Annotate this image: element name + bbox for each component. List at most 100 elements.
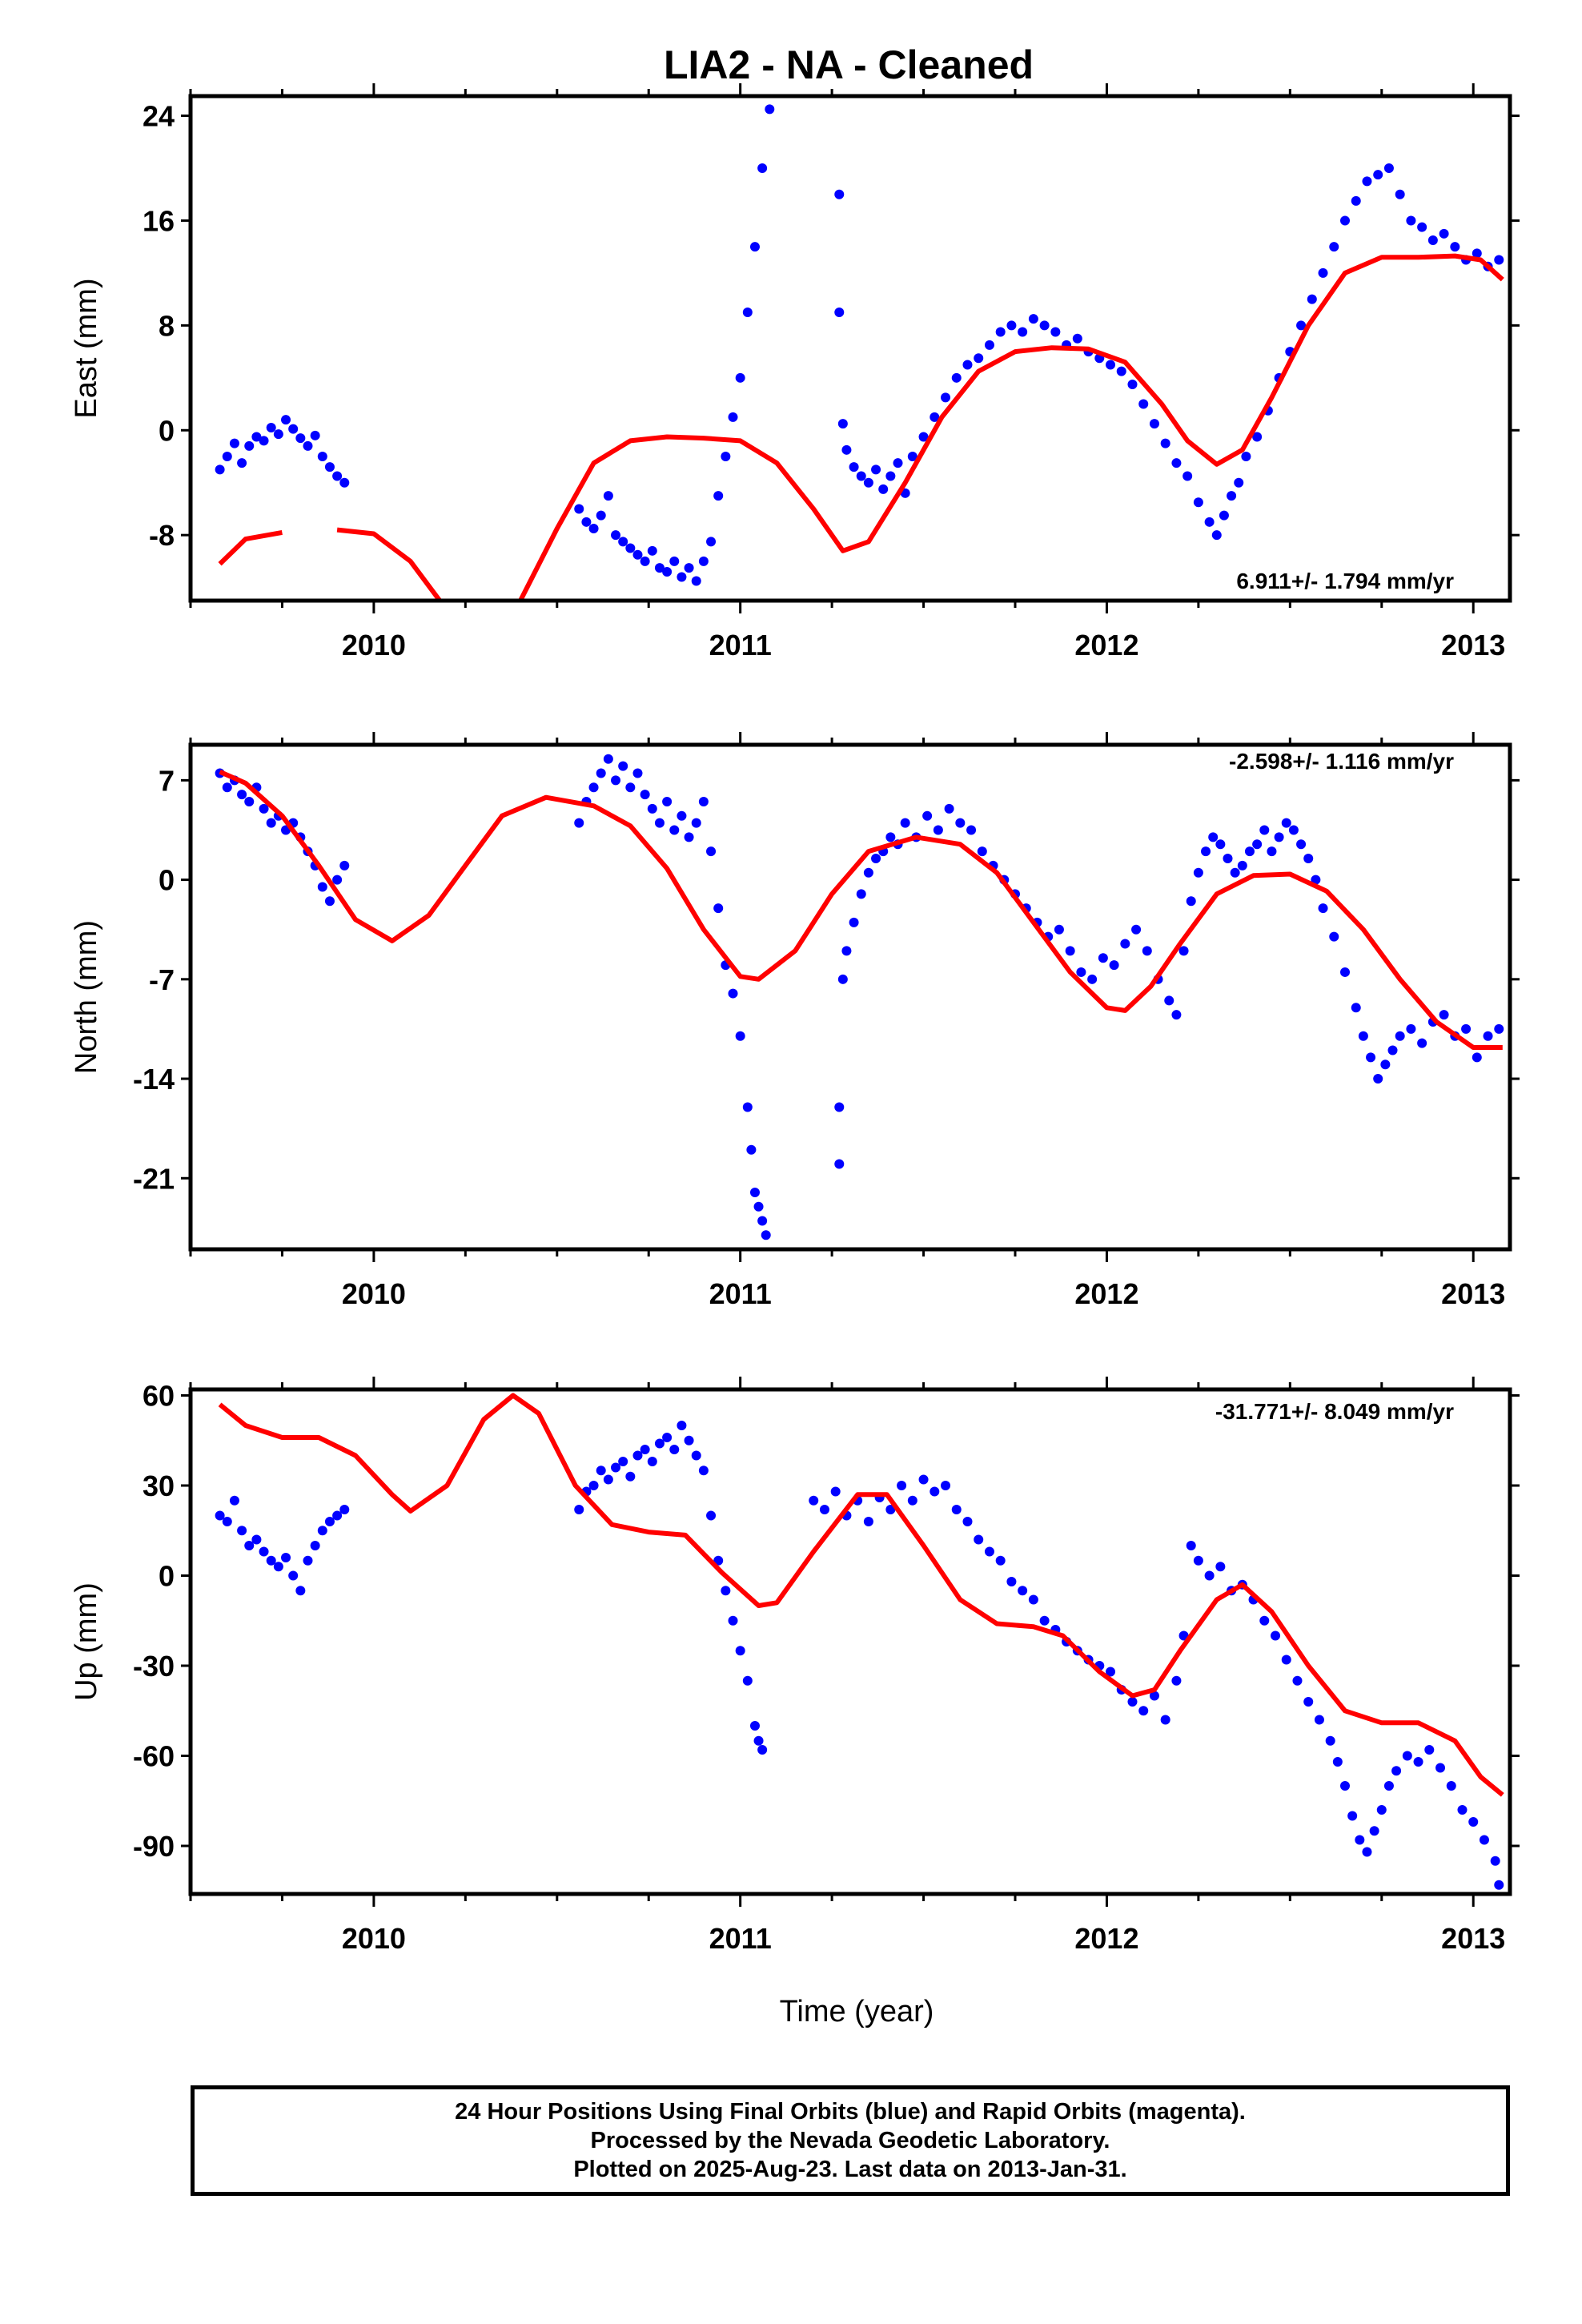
data-point [1178,1630,1189,1641]
data-point [962,1517,973,1526]
data-point [863,477,873,488]
x-tick-label: 2011 [709,1922,772,1955]
data-point [1171,1010,1182,1020]
y-tick-label: -90 [133,1830,175,1863]
y-tick-label: 0 [159,864,175,897]
data-point [259,436,269,446]
data-point [684,832,694,842]
data-point [1395,189,1405,199]
data-point [1417,1038,1427,1048]
data-point [1241,452,1251,461]
data-point [995,1555,1006,1566]
data-point [1494,255,1504,265]
x-tick-label: 2012 [1074,1277,1138,1310]
data-point [1281,1655,1291,1665]
data-point [1193,867,1203,878]
data-point [1387,1045,1398,1055]
x-tick-label: 2013 [1441,1922,1505,1955]
data-point [1193,1555,1203,1566]
data-point [574,818,584,828]
data-point [1318,267,1328,278]
data-point [1142,946,1152,956]
data-point [1149,1691,1159,1701]
data-point [691,1450,701,1461]
data-point [647,545,657,556]
data-point [625,782,636,793]
data-point [1472,248,1482,259]
fit-line [218,253,1504,601]
data-point [728,988,738,999]
data-point [1296,839,1307,850]
data-point [574,1505,584,1514]
y-axis-label: Up (mm) [70,1582,103,1701]
data-point [1362,1847,1372,1857]
data-point [1325,1735,1335,1746]
data-point [1006,1577,1017,1586]
x-tick-label: 2012 [1074,1922,1138,1955]
data-point [1259,1615,1270,1626]
data-point [1373,1074,1383,1084]
data-point [834,308,845,317]
plot-area [215,104,1504,601]
data-point [753,1735,764,1746]
data-point [618,1457,628,1466]
data-point [222,452,232,461]
data-point [1332,1757,1343,1767]
data-point [1120,939,1130,949]
data-point [603,491,613,501]
data-point [1160,438,1170,448]
data-point [654,818,665,828]
data-point [1267,846,1277,857]
data-point [1039,320,1050,331]
fit-line [218,1393,1504,1797]
data-point [706,1510,717,1521]
data-point [596,1466,606,1476]
data-point [885,832,896,842]
data-point [1234,477,1244,488]
data-point [834,1159,845,1169]
data-point [1018,327,1028,337]
data-point [749,1188,760,1198]
y-tick-label: -8 [149,519,175,552]
data-point [1098,953,1108,963]
data-point [229,1495,239,1506]
data-point [871,853,881,863]
data-point [266,1555,276,1566]
data-point [669,825,680,835]
data-point [1076,967,1086,977]
data-point [1355,1835,1365,1845]
data-point [1457,1805,1468,1815]
data-point [588,782,599,793]
data-point [317,882,327,892]
footer-note: 24 Hour Positions Using Final Orbits (bl… [191,2085,1510,2196]
data-point [273,429,283,440]
x-axis-label: Time (year) [780,1995,934,2028]
data-point [1424,1745,1435,1755]
data-point [893,458,903,468]
data-point [834,1102,845,1112]
data-point [1018,1586,1028,1596]
data-point [1450,242,1460,252]
data-point [332,1510,343,1521]
data-point [1164,995,1174,1006]
data-point [1435,1763,1446,1773]
data-point [662,1433,673,1442]
y-tick-label: 60 [143,1380,175,1413]
data-point [654,563,665,573]
data-point [951,1505,962,1514]
data-point [266,423,276,432]
y-tick-label: 0 [159,1560,175,1593]
data-point [237,1526,247,1536]
data-point [266,818,276,828]
data-point [1116,366,1126,376]
data-point [1259,825,1270,835]
data-point [618,537,628,547]
data-point [1288,825,1299,835]
data-point [1296,320,1307,331]
data-point [618,761,628,771]
data-point [625,543,636,553]
data-point [885,471,896,481]
data-point [1149,419,1159,429]
data-point [1307,294,1317,304]
chart-title: LIA2 - NA - Cleaned [664,42,1034,87]
